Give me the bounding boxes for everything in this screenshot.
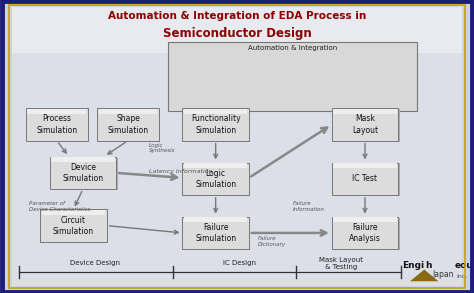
FancyBboxPatch shape	[168, 42, 417, 111]
Text: Logic
Simulation: Logic Simulation	[195, 169, 236, 189]
Text: Engi: Engi	[402, 261, 424, 270]
Text: Latency Information: Latency Information	[149, 169, 213, 174]
FancyBboxPatch shape	[50, 157, 116, 189]
FancyBboxPatch shape	[184, 217, 247, 222]
FancyBboxPatch shape	[333, 217, 397, 222]
Text: IC Design: IC Design	[223, 260, 256, 266]
Text: Mask Layout
& Testing: Mask Layout & Testing	[319, 257, 363, 270]
FancyBboxPatch shape	[333, 109, 400, 142]
Text: Failure
Information: Failure Information	[293, 201, 325, 212]
Polygon shape	[410, 270, 438, 281]
Text: IC Test: IC Test	[353, 174, 377, 183]
Text: Failure
Dictionary: Failure Dictionary	[258, 236, 286, 247]
Text: Process
Simulation: Process Simulation	[36, 115, 77, 134]
FancyBboxPatch shape	[332, 217, 398, 249]
FancyBboxPatch shape	[40, 209, 107, 242]
Text: eous: eous	[455, 261, 474, 270]
FancyBboxPatch shape	[184, 163, 247, 168]
FancyBboxPatch shape	[51, 158, 118, 190]
FancyBboxPatch shape	[99, 109, 160, 142]
FancyBboxPatch shape	[182, 163, 249, 195]
FancyBboxPatch shape	[332, 163, 398, 195]
FancyBboxPatch shape	[184, 218, 250, 250]
FancyBboxPatch shape	[12, 7, 462, 53]
Text: Circuit
Simulation: Circuit Simulation	[53, 216, 94, 236]
FancyBboxPatch shape	[332, 108, 398, 141]
FancyBboxPatch shape	[27, 109, 86, 114]
Text: Device Design: Device Design	[70, 260, 120, 266]
Text: Semiconductor Design: Semiconductor Design	[163, 27, 311, 40]
Text: Failure
Simulation: Failure Simulation	[195, 223, 236, 243]
Text: Device
Simulation: Device Simulation	[63, 163, 103, 183]
FancyBboxPatch shape	[333, 218, 400, 250]
FancyBboxPatch shape	[99, 109, 157, 114]
Text: h: h	[426, 261, 432, 270]
FancyBboxPatch shape	[26, 108, 88, 141]
FancyBboxPatch shape	[333, 163, 397, 168]
Text: Automation & Integration: Automation & Integration	[248, 45, 337, 51]
Text: Inc.: Inc.	[456, 274, 468, 280]
Text: Functionality
Simulation: Functionality Simulation	[191, 115, 240, 134]
Text: Failure
Analysis: Failure Analysis	[349, 223, 381, 243]
FancyBboxPatch shape	[42, 210, 105, 215]
Text: Parameter of
Device Characteristics: Parameter of Device Characteristics	[29, 201, 91, 212]
Text: Logic
Synthesis: Logic Synthesis	[149, 143, 175, 153]
Text: Japan: Japan	[432, 270, 454, 279]
Text: Mask
Layout: Mask Layout	[352, 115, 378, 134]
FancyBboxPatch shape	[182, 217, 249, 249]
Text: Automation & Integration of EDA Process in: Automation & Integration of EDA Process …	[108, 11, 366, 21]
FancyBboxPatch shape	[97, 108, 159, 141]
FancyBboxPatch shape	[182, 108, 249, 141]
FancyBboxPatch shape	[42, 210, 108, 243]
FancyBboxPatch shape	[51, 157, 115, 162]
FancyBboxPatch shape	[333, 163, 400, 196]
FancyBboxPatch shape	[12, 7, 462, 286]
FancyBboxPatch shape	[27, 109, 89, 142]
FancyBboxPatch shape	[184, 109, 247, 114]
FancyBboxPatch shape	[184, 163, 250, 196]
Text: Shape
Simulation: Shape Simulation	[108, 115, 148, 134]
FancyBboxPatch shape	[333, 109, 397, 114]
FancyBboxPatch shape	[184, 109, 250, 142]
